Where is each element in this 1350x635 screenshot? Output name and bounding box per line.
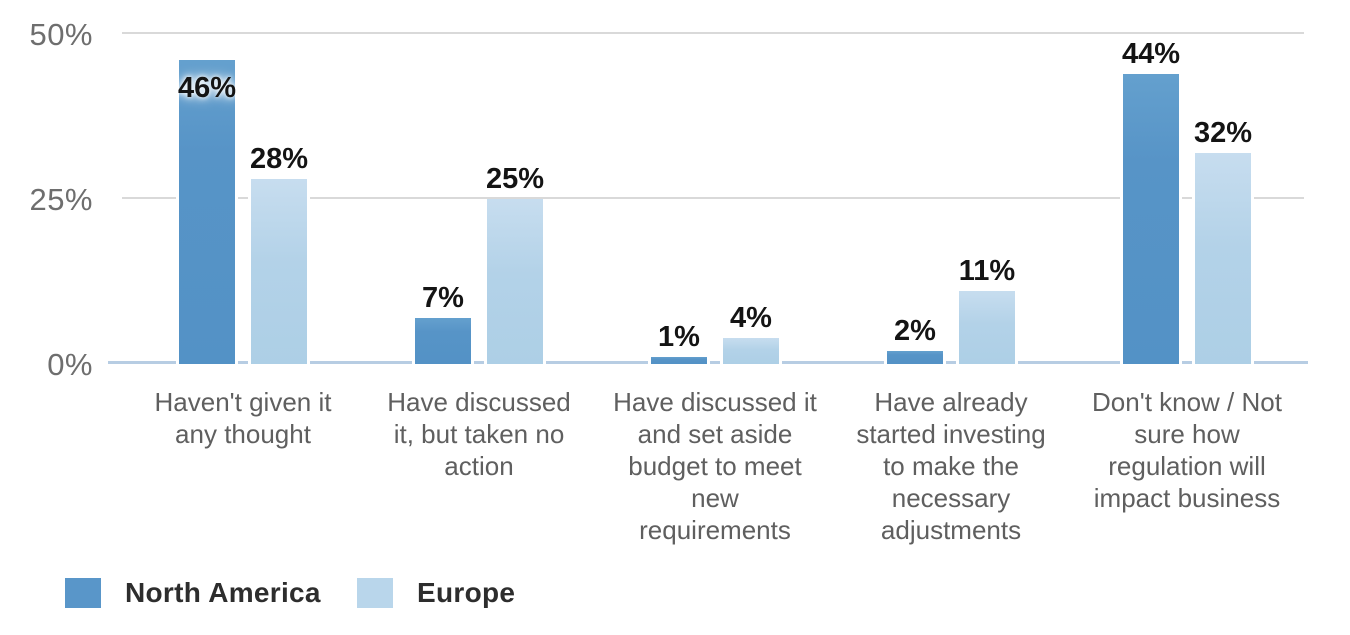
category-label-2: Have discussed it and set aside budget t… [613,387,817,545]
bar-north-america-4 [1123,74,1179,364]
bar-europe-1 [487,199,543,364]
category-label-1: Have discussed it, but taken no action [387,387,571,481]
value-label-north-america-2: 1% [658,321,700,353]
value-label-north-america-0: 46% [177,72,237,104]
category-label-4: Don't know / Not sure how regulation wil… [1092,387,1282,513]
x-axis-baseline [108,361,1308,364]
legend-swatch-europe-icon [357,577,393,608]
y-axis-tick-50: 50% [29,17,93,52]
y-axis-tick-0: 0% [47,347,93,382]
bar-europe-4 [1195,153,1251,364]
bar-europe-3 [959,291,1015,364]
value-label-europe-4: 32% [1193,117,1253,149]
legend: North America Europe [0,577,1350,609]
bar-north-america-3 [887,351,943,364]
bar-north-america-0 [179,60,235,364]
legend-label-europe: Europe [417,576,516,608]
category-label-0: Haven't given it any thought [154,387,332,449]
value-label-europe-3: 11% [958,255,1016,287]
gridline-25 [122,197,1304,199]
legend-label-north-america: North America [125,576,321,608]
value-label-europe-0: 28% [249,143,309,175]
bar-north-america-2 [651,357,707,364]
bar-europe-0 [251,179,307,364]
category-label-3: Have already started investing to make t… [856,387,1046,545]
value-label-north-america-1: 7% [422,282,464,314]
value-label-north-america-3: 2% [894,315,936,347]
value-label-europe-1: 25% [485,163,545,195]
gridline-50 [122,32,1304,34]
value-label-north-america-4: 44% [1121,38,1181,70]
bar-europe-2 [723,338,779,364]
value-label-europe-2: 4% [730,302,772,334]
legend-item-europe: Europe [357,577,515,608]
legend-item-north-america: North America [65,577,321,608]
bar-north-america-1 [415,318,471,364]
y-axis-tick-25: 25% [29,182,93,217]
legend-swatch-north-america-icon [65,577,101,608]
